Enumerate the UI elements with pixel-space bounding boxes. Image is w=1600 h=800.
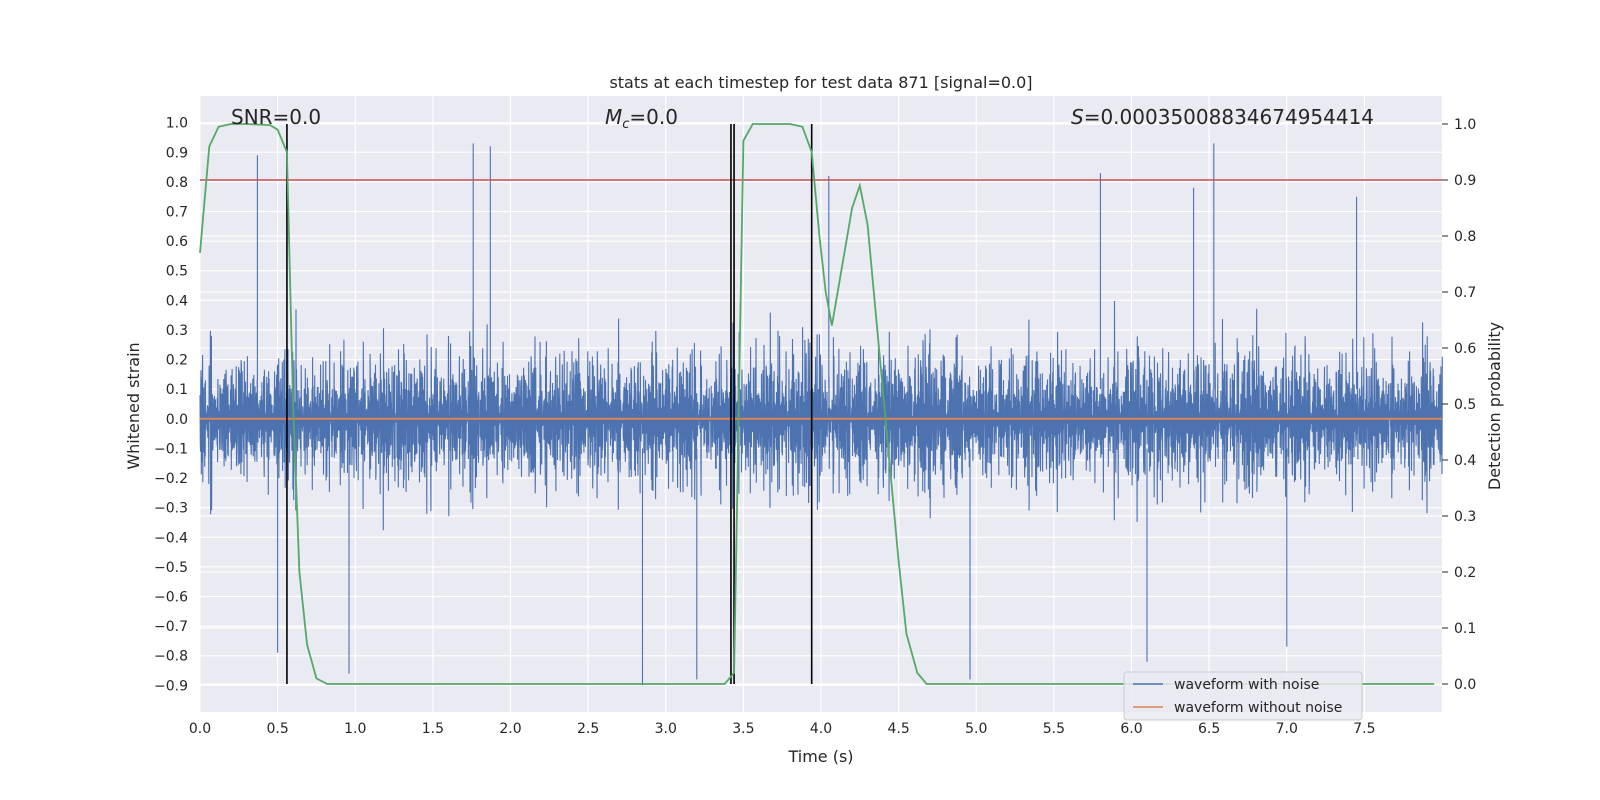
- x-tick-label: 2.5: [577, 721, 599, 737]
- y-tick-label: 0.9: [166, 145, 188, 161]
- y-tick-label: 0.7: [166, 205, 188, 221]
- chart-title: stats at each timestep for test data 871…: [609, 73, 1032, 92]
- x-tick-label: 7.0: [1276, 721, 1298, 737]
- y2-tick-label: 0.4: [1454, 453, 1476, 469]
- y-tick-label: −0.4: [154, 530, 188, 546]
- legend-label-noise: waveform with noise: [1174, 677, 1319, 693]
- x-tick-label: 0.5: [266, 721, 288, 737]
- x-tick-label: 6.5: [1198, 721, 1220, 737]
- mc-value: =0.0: [629, 105, 678, 129]
- y2-tick-label: 0.7: [1454, 285, 1476, 301]
- annotation-chirp-mass: Mc=0.0: [605, 105, 678, 132]
- y-axis-label: Whitened strain: [124, 342, 143, 469]
- y2-tick-label: 0.3: [1454, 509, 1476, 525]
- x-tick-label: 6.0: [1120, 721, 1142, 737]
- y2-tick-label: 0.6: [1454, 341, 1476, 357]
- y-tick-label: −0.6: [154, 590, 188, 606]
- x-tick-label: 5.0: [965, 721, 987, 737]
- legend: waveform with noise waveform without noi…: [1123, 671, 1363, 721]
- x-axis-label: Time (s): [787, 747, 853, 766]
- x-tick-label: 2.0: [499, 721, 521, 737]
- y2-tick-label: 0.1: [1454, 621, 1476, 637]
- y-tick-label: 0.3: [166, 323, 188, 339]
- annotation-snr: SNR=0.0: [231, 105, 321, 129]
- annotation-s: S=0.00035008834674954414: [1071, 105, 1374, 129]
- y2-tick-label: 0.5: [1454, 397, 1476, 413]
- y-tick-label: −0.5: [154, 560, 188, 576]
- y-tick-label: −0.8: [154, 649, 188, 665]
- y-tick-label: 0.8: [166, 175, 188, 191]
- x-tick-label: 3.5: [732, 721, 754, 737]
- s-value: =0.00035008834674954414: [1084, 105, 1374, 129]
- y2-tick-label: 0.0: [1454, 677, 1476, 693]
- x-tick-label: 1.0: [344, 721, 366, 737]
- y-tick-label: −0.7: [154, 619, 188, 635]
- y-tick-label: −0.3: [154, 501, 188, 517]
- y2-tick-label: 0.8: [1454, 229, 1476, 245]
- mc-symbol: M: [605, 105, 622, 129]
- y-tick-label: 0.2: [166, 353, 188, 369]
- x-tick-label: 0.0: [189, 721, 211, 737]
- y-tick-label: 0.1: [166, 382, 188, 398]
- s-symbol: S: [1071, 105, 1084, 129]
- y-tick-label: −0.9: [154, 678, 188, 694]
- y2-tick-label: 1.0: [1454, 117, 1476, 133]
- y-tick-label: −0.2: [154, 471, 188, 487]
- y-tick-label: 0.4: [166, 293, 188, 309]
- axes: 0.0 0.5 1.0 1.5 2.0 2.5 3.0 3.5 4.0 4.5 5.0 5.5 6.0 6…: [154, 116, 1476, 737]
- x-tick-label: 1.5: [422, 721, 444, 737]
- x-tick-label: 3.0: [655, 721, 677, 737]
- y2-tick-label: 0.2: [1454, 565, 1476, 581]
- x-tick-label: 7.5: [1353, 721, 1375, 737]
- overlay-lines: [199, 123, 1442, 685]
- y-tick-label: −0.1: [154, 441, 188, 457]
- y-tick-label: 0.0: [166, 412, 188, 428]
- x-tick-label: 5.5: [1043, 721, 1065, 737]
- x-tick-label: 4.0: [810, 721, 832, 737]
- y2-tick-label: 0.9: [1454, 173, 1476, 189]
- y2-axis-label: Detection probability: [1485, 322, 1504, 490]
- legend-box: [1123, 671, 1363, 721]
- y-tick-label: 1.0: [166, 116, 188, 132]
- mc-subscript: c: [622, 117, 629, 132]
- y-tick-label: 0.5: [166, 264, 188, 280]
- y-tick-label: 0.6: [166, 234, 188, 250]
- legend-label-clean: waveform without noise: [1174, 700, 1342, 716]
- x-tick-label: 4.5: [887, 721, 909, 737]
